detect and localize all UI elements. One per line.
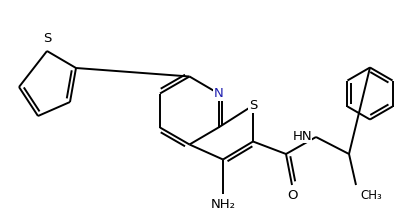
Text: CH₃: CH₃ bbox=[360, 189, 382, 202]
Text: O: O bbox=[287, 189, 297, 202]
Text: HN: HN bbox=[293, 130, 312, 142]
Text: S: S bbox=[43, 33, 51, 45]
Text: N: N bbox=[214, 87, 223, 100]
Text: S: S bbox=[249, 99, 257, 112]
Text: NH₂: NH₂ bbox=[210, 198, 235, 211]
